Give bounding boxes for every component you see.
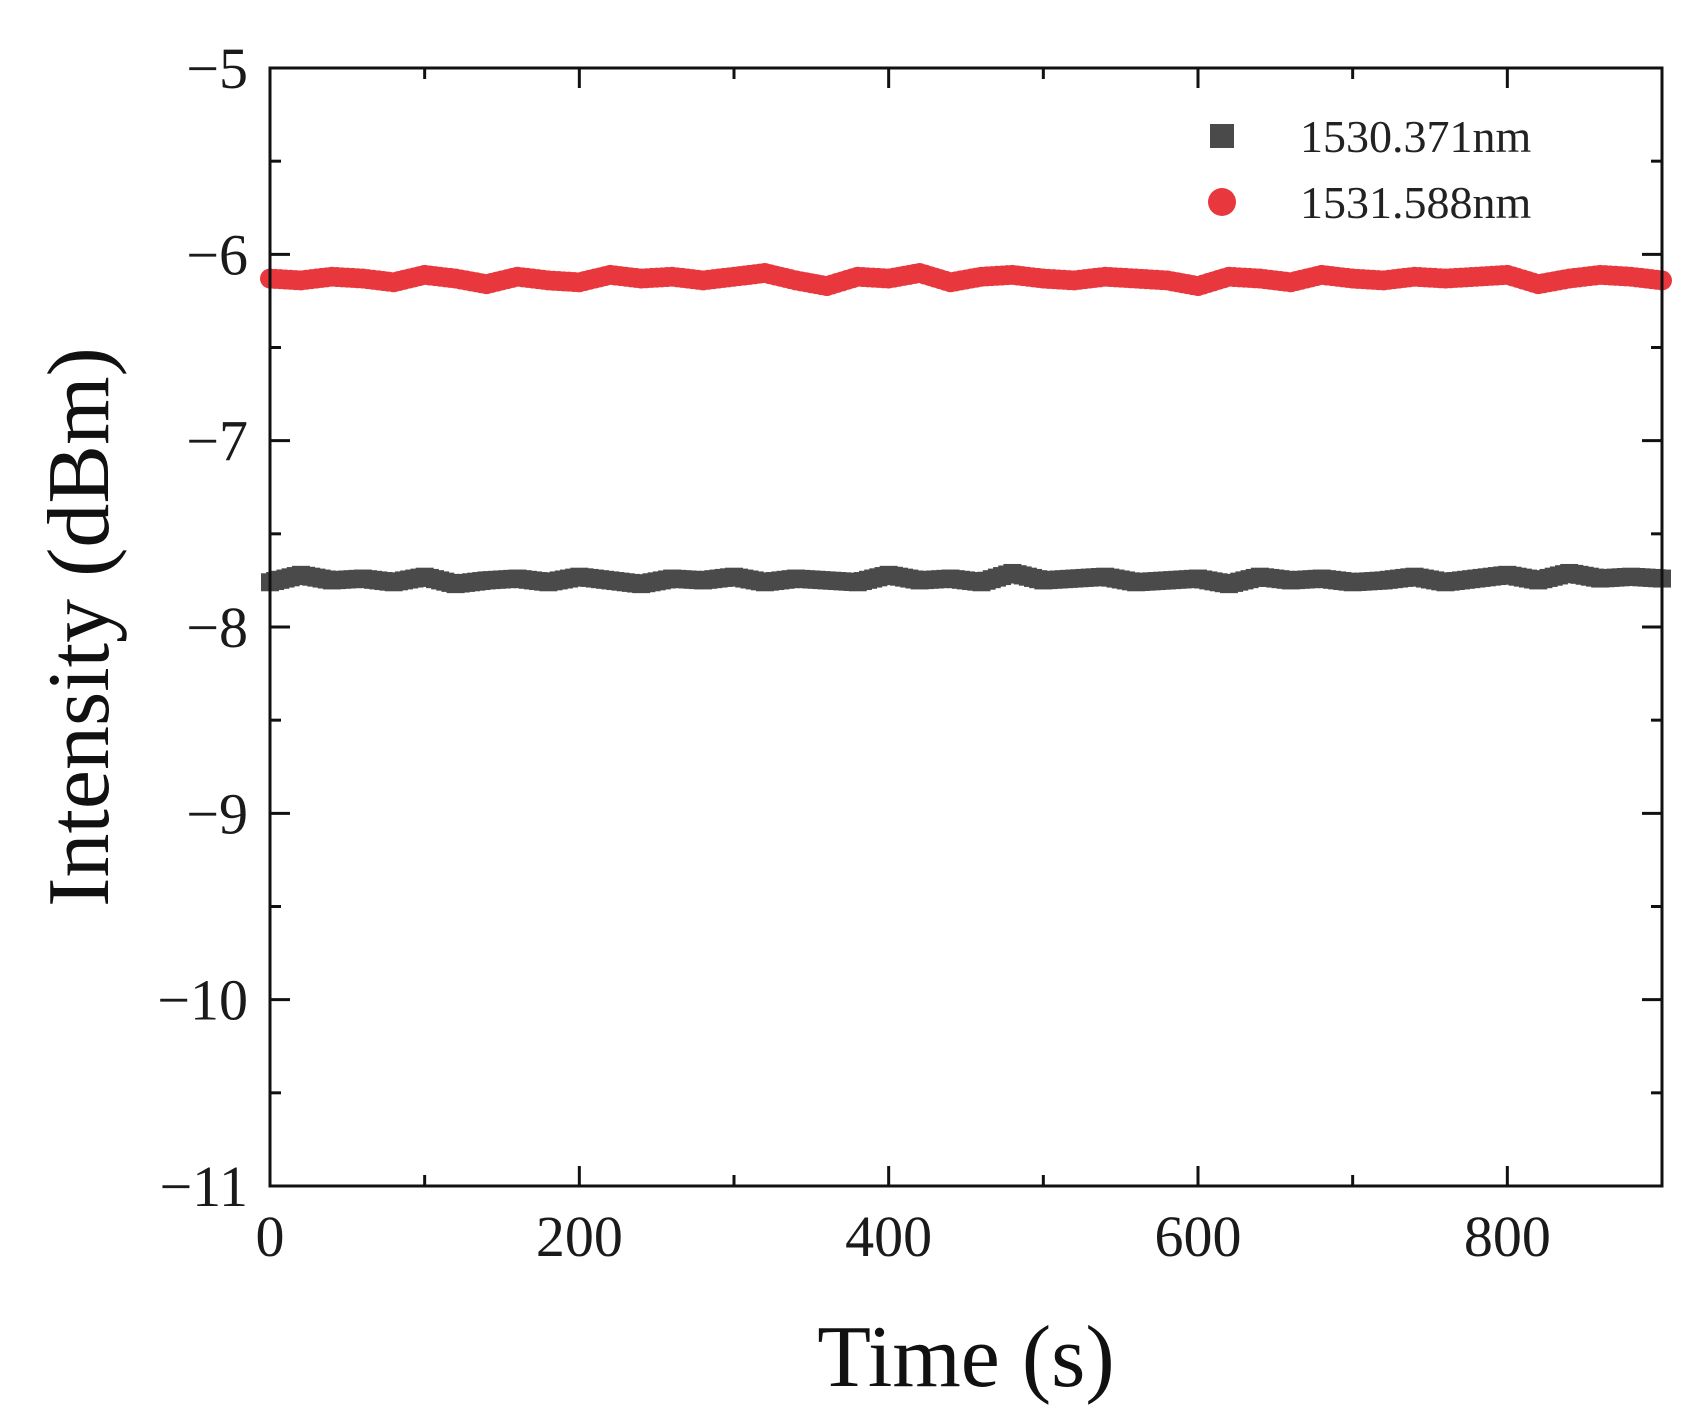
y-tick-label: −8 — [186, 595, 248, 660]
data-layer — [260, 262, 1672, 594]
legend-label: 1530.371nm — [1300, 111, 1532, 162]
legend: 1530.371nm 1531.588nm — [1208, 111, 1532, 228]
y-axis-title: Intensity (dBm) — [31, 347, 128, 907]
legend-label: 1531.588nm — [1300, 177, 1532, 228]
ticks-layer: 0 200 400 600 800 −5 −6 −7 −8 −9 −10 −11 — [157, 36, 1664, 1269]
y-tick-label: −9 — [186, 781, 248, 846]
plot-frame — [268, 66, 1664, 1188]
series-1 — [261, 563, 1671, 594]
x-tick-label: 800 — [1464, 1204, 1551, 1269]
y-tick-label: −10 — [157, 968, 248, 1033]
x-tick-label: 600 — [1155, 1204, 1242, 1269]
x-axis-title: Time (s) — [817, 1309, 1114, 1406]
legend-marker-circle — [1208, 188, 1236, 216]
y-tick-label: −7 — [186, 409, 248, 474]
x-tick-label: 0 — [256, 1204, 285, 1269]
y-tick-label: −11 — [159, 1154, 248, 1219]
x-tick-label: 200 — [536, 1204, 623, 1269]
legend-marker-square — [1210, 124, 1234, 148]
y-tick-label: −6 — [186, 222, 248, 287]
x-tick-label: 400 — [845, 1204, 932, 1269]
y-tick-label: −5 — [186, 36, 248, 101]
series-2 — [260, 262, 1672, 297]
